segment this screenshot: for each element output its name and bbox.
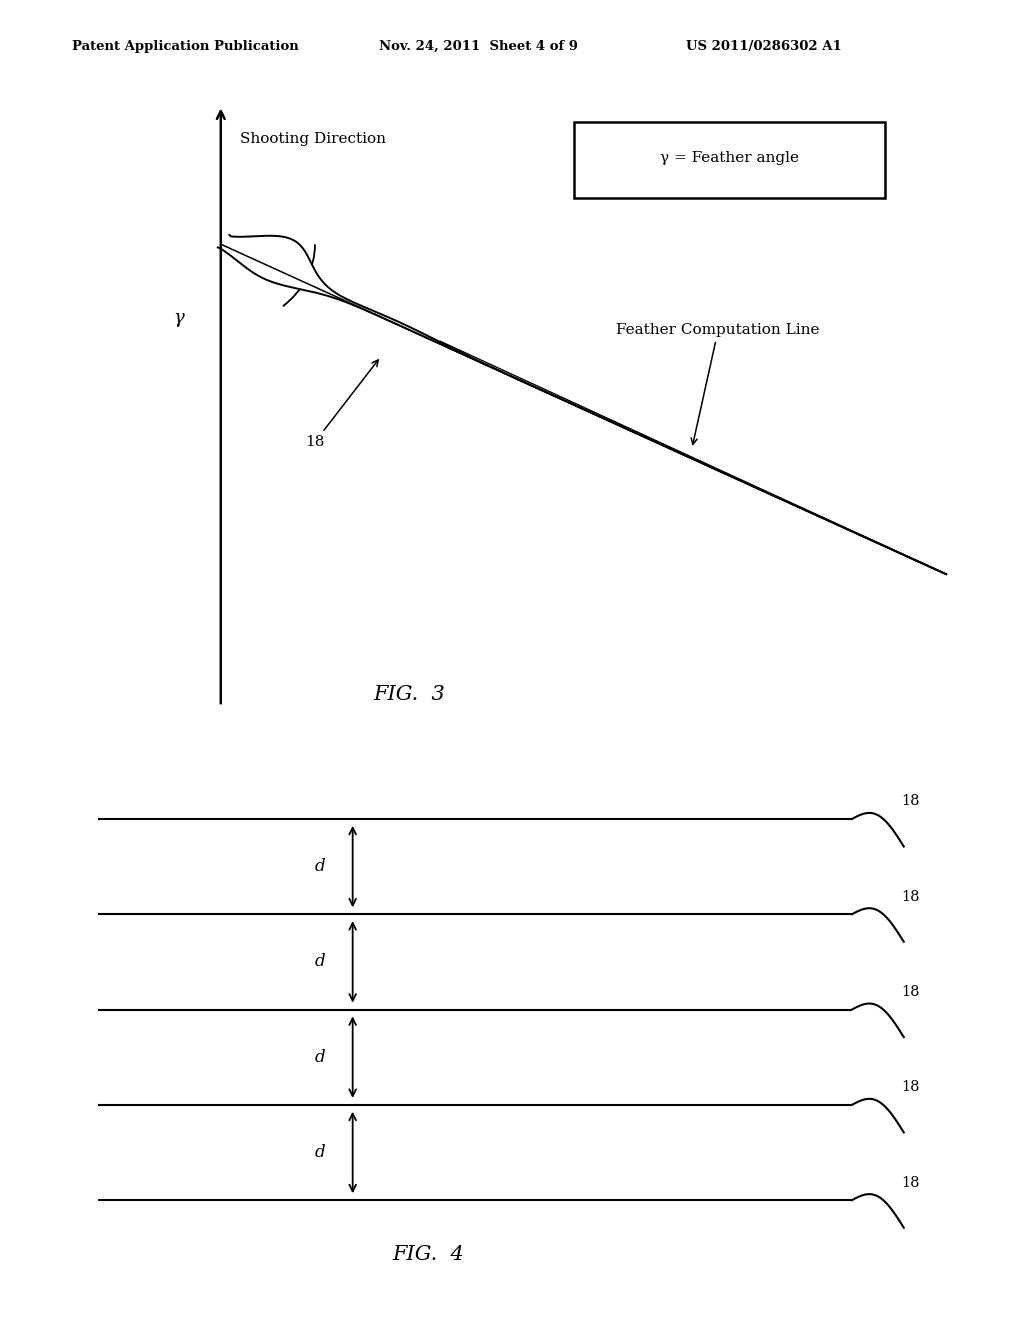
Text: γ: γ [174, 309, 184, 327]
Text: FIG.  4: FIG. 4 [392, 1245, 464, 1265]
Text: 18: 18 [901, 890, 920, 904]
Text: 18: 18 [901, 985, 920, 999]
Text: Shooting Direction: Shooting Direction [240, 132, 386, 145]
Text: d: d [314, 953, 325, 970]
Text: 18: 18 [901, 1176, 920, 1189]
Text: 18: 18 [305, 360, 378, 449]
Text: US 2011/0286302 A1: US 2011/0286302 A1 [686, 40, 842, 53]
Text: d: d [314, 1144, 325, 1162]
Polygon shape [218, 235, 946, 574]
Text: γ = Feather angle: γ = Feather angle [660, 152, 799, 165]
FancyBboxPatch shape [574, 121, 885, 198]
Text: 18: 18 [901, 795, 920, 808]
Text: FIG.  3: FIG. 3 [374, 685, 445, 704]
Text: 18: 18 [901, 1080, 920, 1094]
Text: Feather Computation Line: Feather Computation Line [616, 323, 820, 445]
Text: d: d [314, 858, 325, 875]
Text: Patent Application Publication: Patent Application Publication [72, 40, 298, 53]
Text: Nov. 24, 2011  Sheet 4 of 9: Nov. 24, 2011 Sheet 4 of 9 [379, 40, 578, 53]
Text: d: d [314, 1048, 325, 1065]
